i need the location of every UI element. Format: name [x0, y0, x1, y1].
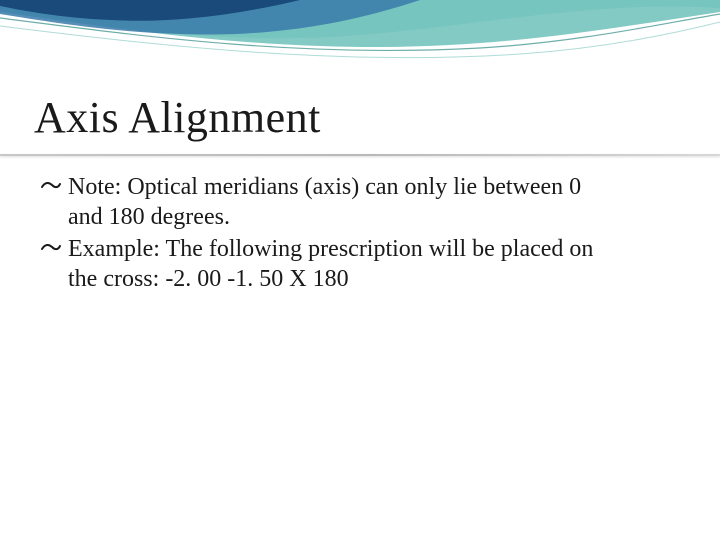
- bullet-text: Example: The following prescription will…: [68, 236, 593, 262]
- bullet-item: Note: Optical meridians (axis) can only …: [40, 172, 680, 232]
- wave-decoration: [0, 0, 720, 90]
- slide-title: Axis Alignment: [34, 92, 321, 143]
- bullet-continuation: and 180 degrees.: [40, 202, 680, 232]
- bullet-item: Example: The following prescription will…: [40, 234, 680, 294]
- bullet-text: Note: Optical meridians (axis) can only …: [68, 174, 581, 200]
- bullet-icon: [40, 174, 68, 200]
- slide-body: Note: Optical meridians (axis) can only …: [40, 172, 680, 296]
- title-divider: [0, 154, 720, 156]
- slide-container: Axis Alignment Note: Optical meridians (…: [0, 0, 720, 540]
- bullet-continuation: the cross: -2. 00 -1. 50 X 180: [40, 264, 680, 294]
- bullet-icon: [40, 236, 68, 262]
